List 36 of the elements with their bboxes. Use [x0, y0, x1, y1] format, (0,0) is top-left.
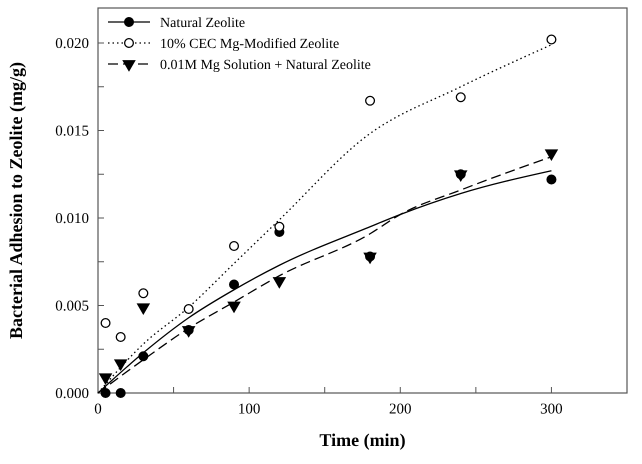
point — [138, 288, 148, 298]
legend-label: Natural Zeolite — [160, 16, 246, 31]
point — [184, 304, 194, 314]
point — [100, 388, 111, 398]
point — [456, 92, 466, 102]
y-tick-label: 0.015 — [55, 123, 89, 140]
point — [116, 388, 126, 398]
point — [116, 332, 126, 342]
x-tick-label: 0 — [94, 402, 102, 418]
legend-label: 0.01M Mg Solution + Natural Zeolite — [160, 58, 371, 73]
y-tick-label: 0.000 — [55, 386, 89, 402]
point — [228, 302, 240, 313]
x-axis-title: Time (min) — [319, 430, 406, 450]
x-tick-label: 300 — [540, 402, 563, 418]
x-tick-label: 200 — [389, 402, 412, 418]
point — [545, 149, 558, 160]
point — [364, 252, 376, 264]
y-axis-title: Bacterial Adhesion to Zeolite (mg/g) — [6, 62, 26, 339]
point — [365, 96, 376, 106]
point — [182, 326, 195, 338]
point — [546, 174, 556, 185]
point — [99, 373, 112, 384]
y-tick-label: 0.020 — [55, 36, 89, 52]
point — [138, 351, 148, 362]
legend-label: 10% CEC Mg-Modified Zeolite — [160, 37, 340, 52]
point — [229, 279, 240, 290]
point — [114, 359, 127, 370]
point — [274, 222, 284, 232]
point — [137, 303, 150, 314]
y-tick-label: 0.010 — [55, 210, 89, 227]
point — [273, 277, 286, 288]
point — [546, 34, 556, 45]
point — [229, 240, 240, 252]
y-tick-label: 0.005 — [55, 298, 89, 314]
point — [100, 318, 111, 328]
x-tick-label: 100 — [238, 402, 260, 418]
